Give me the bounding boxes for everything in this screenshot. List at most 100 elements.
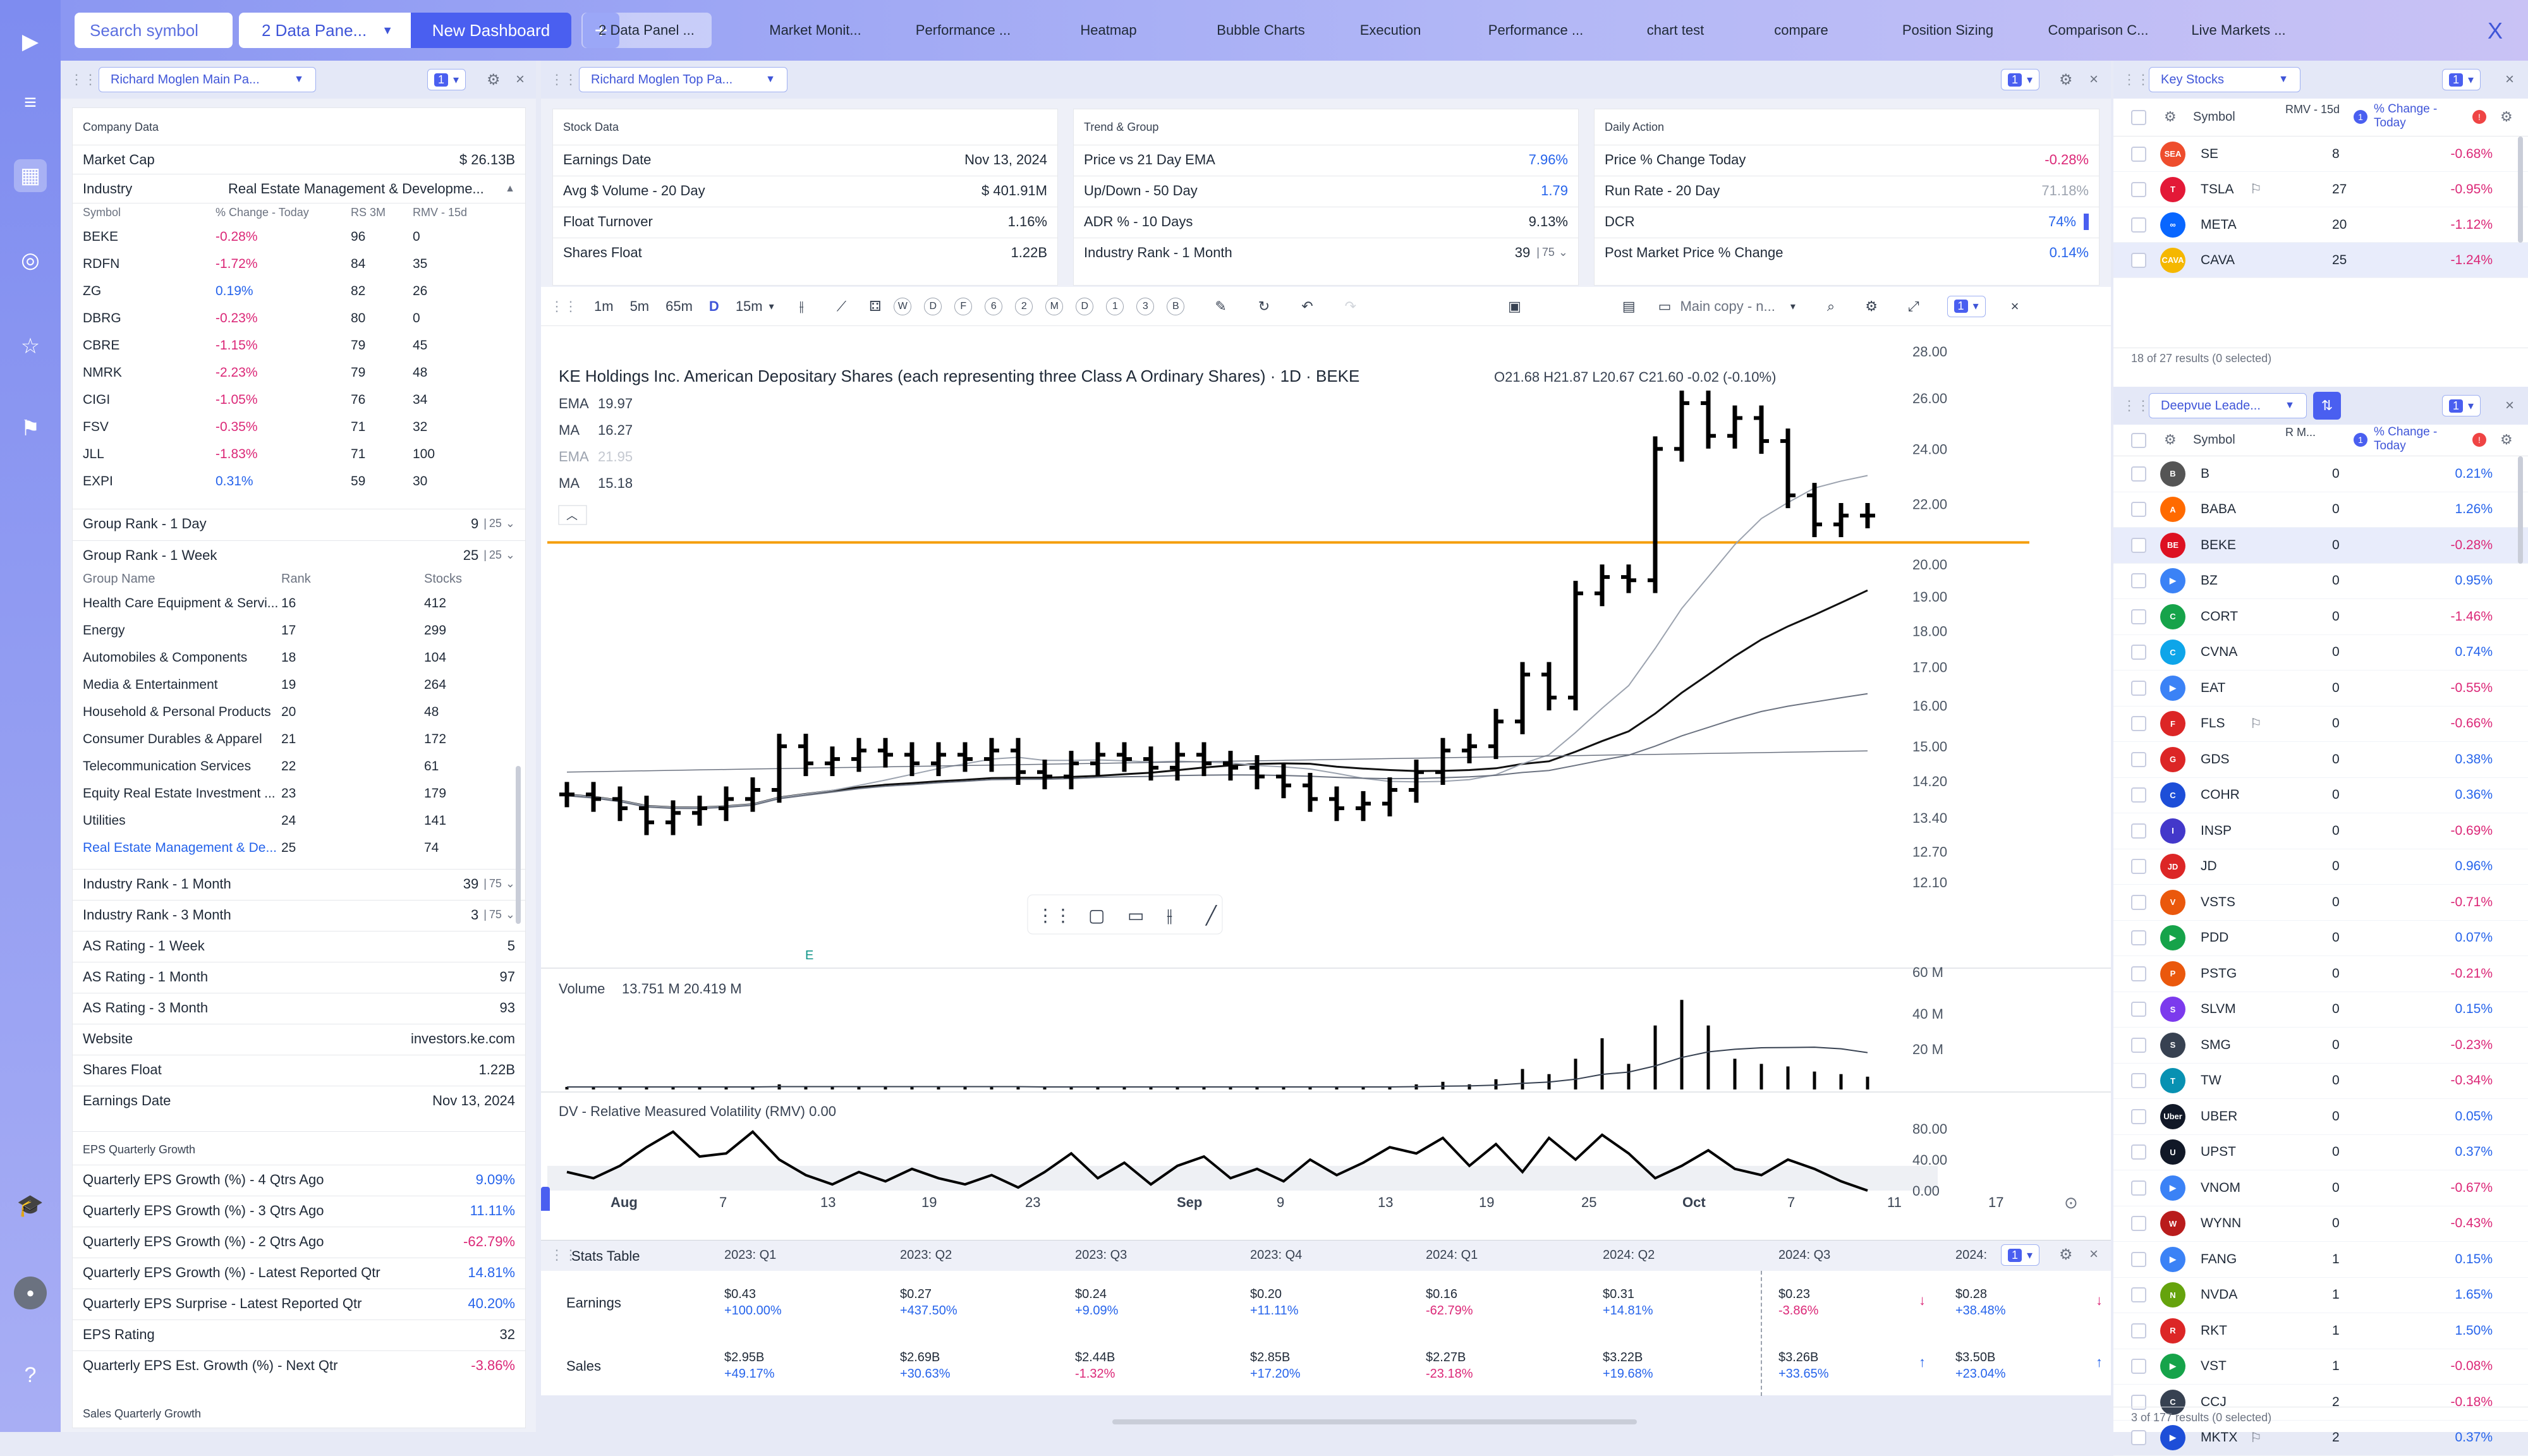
link-badge[interactable]: 1▾ (1947, 296, 1986, 317)
link-badge[interactable]: 1▾ (2442, 69, 2481, 90)
dashboard-tab[interactable]: Performance ... (889, 13, 1038, 48)
column-header[interactable]: Rank (281, 572, 311, 586)
timeframe-button[interactable]: W (894, 298, 911, 315)
stock-symbol[interactable]: RKT (2201, 1323, 2227, 1338)
column-header[interactable]: R M... (2285, 425, 2342, 439)
layout-icon[interactable]: ▤ (1622, 298, 1636, 315)
stock-symbol[interactable]: FLS (2201, 716, 2225, 731)
user-avatar[interactable]: ● (14, 1277, 47, 1309)
chevron-down-icon[interactable]: ▾ (1790, 300, 1796, 313)
drag-handle-icon[interactable]: ⋮⋮ (550, 71, 578, 88)
row-checkbox[interactable] (2131, 217, 2146, 233)
timeframe-button[interactable]: D (1076, 298, 1093, 315)
quarter-header[interactable]: 2024: Q3 (1778, 1248, 1830, 1263)
zoom-icon[interactable]: ⌕ (1827, 298, 1835, 315)
dashboard-tab[interactable]: Position Sizing (1878, 13, 2017, 48)
row-checkbox[interactable] (2131, 1180, 2146, 1196)
select-all-checkbox[interactable] (2131, 110, 2146, 125)
chevron-down-icon[interactable]: ⌄ (506, 908, 515, 921)
stock-symbol[interactable]: VSTS (2201, 895, 2235, 910)
stock-symbol[interactable]: VST (2201, 1359, 2227, 1374)
target-icon[interactable]: ◎ (14, 244, 47, 277)
chevron-down-icon[interactable]: ⌄ (506, 517, 515, 530)
stock-symbol[interactable]: EAT (2201, 681, 2225, 696)
menu-icon[interactable]: ≡ (14, 86, 47, 119)
column-header[interactable]: Symbol (83, 206, 121, 219)
layout-name[interactable]: Main copy - n... (1680, 298, 1775, 315)
dashboard-select[interactable]: 2 Data Pane...▼ (239, 13, 411, 48)
megaphone-icon[interactable]: ⚑ (14, 412, 47, 445)
gear-icon[interactable]: ⚙ (2059, 1246, 2073, 1264)
close-icon[interactable]: × (2505, 71, 2514, 88)
timeframe-button[interactable]: 1 (1106, 298, 1124, 315)
graduation-icon[interactable]: 🎓 (14, 1189, 47, 1222)
link-badge[interactable]: 1▾ (2442, 395, 2481, 416)
redo-icon[interactable]: ↷ (1345, 298, 1356, 315)
timeframe-button[interactable]: D (924, 298, 942, 315)
stock-symbol[interactable]: UPST (2201, 1144, 2236, 1160)
timeframe-button[interactable]: 3 (1136, 298, 1154, 315)
row-checkbox[interactable] (2131, 681, 2146, 696)
stock-symbol[interactable]: FANG (2201, 1252, 2237, 1267)
row-checkbox[interactable] (2131, 859, 2146, 874)
dashboard-tab[interactable]: Market Monit... (746, 13, 885, 48)
timeframe-button[interactable]: B (1167, 298, 1184, 315)
column-header[interactable]: Symbol (2193, 433, 2235, 447)
gear-icon[interactable]: ⚙ (2164, 432, 2177, 448)
stock-symbol[interactable]: COHR (2201, 787, 2240, 803)
row-checkbox[interactable] (2131, 1287, 2146, 1302)
row-checkbox[interactable] (2131, 1216, 2146, 1231)
folder-icon[interactable]: ▭ (1658, 298, 1672, 315)
top-panel-select[interactable]: Richard Moglen Top Pa...▼ (579, 67, 787, 92)
chevron-up-icon[interactable]: ▲ (505, 183, 515, 195)
stock-symbol[interactable]: BZ (2201, 573, 2218, 588)
quarter-header[interactable]: 2024: (1955, 1248, 1987, 1263)
stock-symbol[interactable]: UBER (2201, 1109, 2237, 1124)
left-panel-select[interactable]: Richard Moglen Main Pa...▼ (99, 67, 316, 92)
column-header[interactable]: RS 3M (351, 206, 386, 219)
row-checkbox[interactable] (2131, 930, 2146, 945)
row-checkbox[interactable] (2131, 538, 2146, 553)
dashboard-tab[interactable]: Performance ... (1466, 13, 1605, 48)
row-checkbox[interactable] (2131, 502, 2146, 517)
column-header[interactable]: RMV - 15d (413, 206, 467, 219)
drag-handle-icon[interactable]: ⋮⋮ (70, 71, 97, 88)
grid-icon[interactable]: ⚃ (869, 298, 881, 315)
row-checkbox[interactable] (2131, 147, 2146, 162)
undo-icon[interactable]: ↶ (1301, 298, 1313, 315)
quarter-header[interactable]: 2023: Q2 (900, 1248, 952, 1263)
gear-icon[interactable]: ⚙ (1865, 298, 1878, 315)
scrollbar[interactable] (2518, 136, 2523, 243)
drag-handle-icon[interactable]: ⋮⋮ (550, 298, 578, 315)
drag-handle-icon[interactable]: ⋮⋮ (2122, 397, 2150, 414)
flag-icon[interactable]: ⚐ (2250, 716, 2262, 732)
chevron-down-icon[interactable]: ▾ (769, 300, 774, 313)
gear-icon[interactable]: ⚙ (2500, 109, 2513, 125)
column-header[interactable]: Stocks (424, 572, 462, 586)
close-icon[interactable]: × (2089, 71, 2098, 88)
stock-symbol[interactable]: WYNN (2201, 1216, 2241, 1231)
chevron-down-icon[interactable]: ⌄ (506, 549, 515, 562)
timeframe-button[interactable]: 2 (1015, 298, 1033, 315)
row-checkbox[interactable] (2131, 1109, 2146, 1124)
row-checkbox[interactable] (2131, 573, 2146, 588)
timeframe-button[interactable]: F (954, 298, 972, 315)
dashboard-icon[interactable]: ▦ (14, 159, 47, 192)
close-icon[interactable]: × (2011, 298, 2019, 315)
dashboard-tab[interactable]: Heatmap (1052, 13, 1165, 48)
